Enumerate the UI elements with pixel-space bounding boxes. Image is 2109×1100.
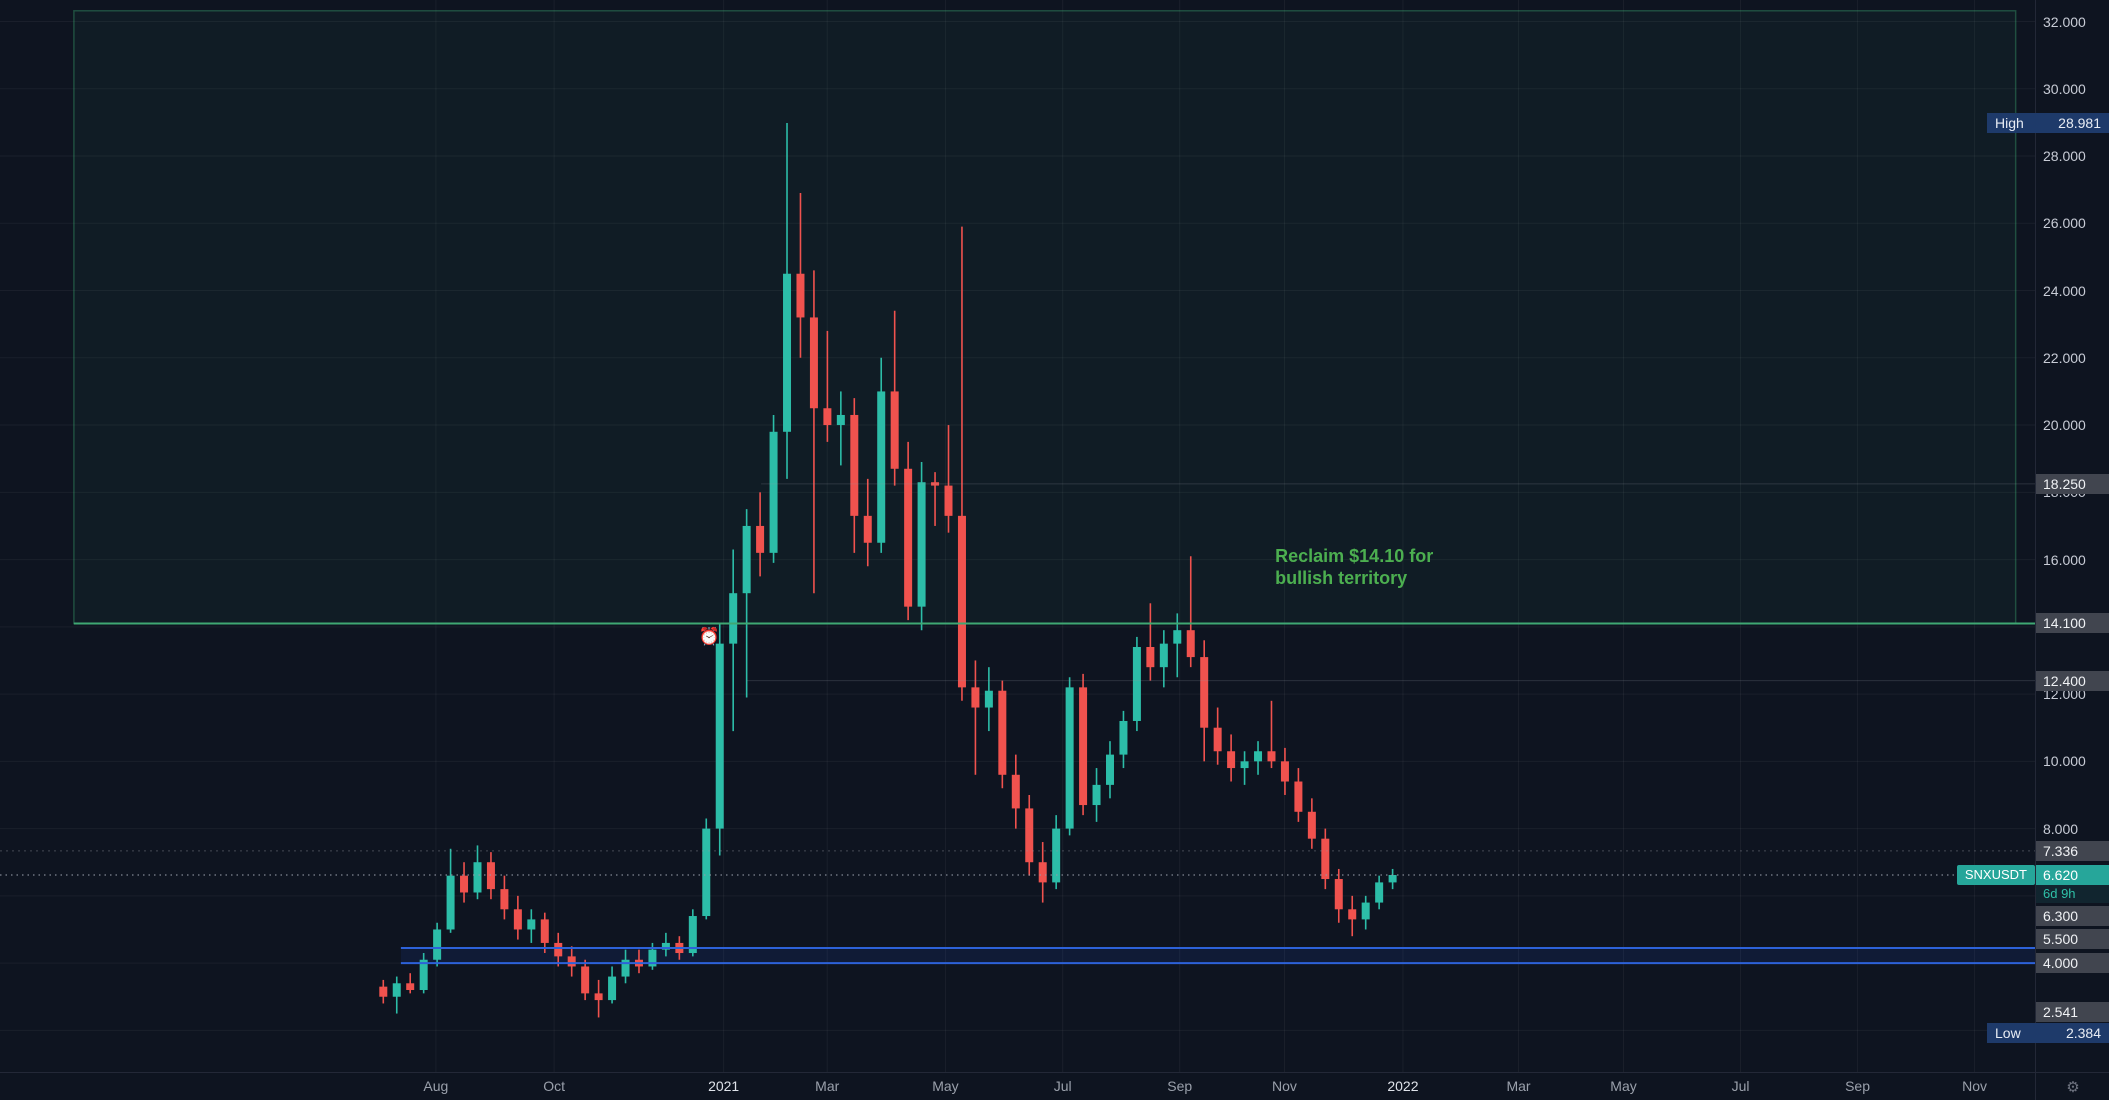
price-tick-label: 28.000 (2043, 148, 2086, 165)
price-tick-label: 22.000 (2043, 349, 2086, 366)
alarm-icon[interactable]: ⏰ (698, 626, 720, 646)
price-tick-label: 10.000 (2043, 753, 2086, 770)
time-tick-label[interactable]: Nov (1962, 1078, 1987, 1094)
price-tick-label: 24.000 (2043, 282, 2086, 299)
low-price-badge: Low 2.384 (1987, 1023, 2109, 1043)
axis-settings-corner[interactable]: ⚙ (2035, 1072, 2109, 1100)
time-tick-label[interactable]: Sep (1167, 1078, 1193, 1094)
low-label: Low (1995, 1025, 2021, 1041)
price-tick-label: 8.000 (2043, 820, 2079, 837)
price-axis[interactable]: 6.620 6d 9h 32.000 30.000 28.000 26.000 24.0… (2035, 0, 2109, 1072)
price-level-badge: 2.541 (2036, 1002, 2109, 1023)
high-value: 28.981 (2058, 115, 2101, 132)
time-tick-label[interactable]: Jul (1053, 1078, 1072, 1094)
symbol-price-tag[interactable]: SNXUSDT (1956, 865, 2035, 885)
time-tick-label[interactable]: Oct (543, 1078, 566, 1094)
price-level-badge: 12.400 (2036, 670, 2109, 691)
time-tick-label[interactable]: Aug (423, 1078, 449, 1094)
price-level-badge: 7.336 (2036, 840, 2109, 861)
low-value: 2.384 (2065, 1025, 2101, 1041)
price-tick-label: 26.000 (2043, 215, 2086, 232)
price-level-badge: 6.300 (2036, 906, 2109, 926)
price-tick-label: 30.000 (2043, 80, 2086, 97)
time-tick-label[interactable]: Sep (1845, 1078, 1871, 1094)
chart-annotation[interactable]: Reclaim $14.10 for bullish territory (1275, 546, 1434, 589)
gear-icon[interactable]: ⚙ (2066, 1079, 2080, 1096)
bar-countdown: 6d 9h (2036, 885, 2109, 903)
time-tick-label[interactable]: 2022 (1387, 1078, 1419, 1094)
time-tick-label[interactable]: Jul (1731, 1078, 1750, 1094)
price-tick-label: 32.000 (2043, 13, 2086, 30)
time-tick-label[interactable]: May (1610, 1078, 1637, 1094)
price-level-badge: 14.100 (2036, 613, 2109, 634)
time-tick-label[interactable]: Mar (1506, 1078, 1531, 1094)
price-chart-area[interactable]: Reclaim $14.10 for bullish territory ⏰ S… (0, 0, 2035, 1072)
price-tick-label: 16.000 (2043, 551, 2086, 568)
time-tick-label[interactable]: Nov (1272, 1078, 1297, 1094)
current-price-badge: 6.620 (2036, 865, 2109, 885)
time-tick-label[interactable]: Mar (815, 1078, 840, 1094)
candlestick-chart[interactable] (0, 0, 2035, 1072)
high-price-badge: High 28.981 (1987, 113, 2109, 134)
price-level-badge: 5.500 (2036, 929, 2109, 949)
price-level-badge: 18.250 (2036, 473, 2109, 494)
time-tick-label[interactable]: May (932, 1078, 959, 1094)
time-axis[interactable]: Aug Oct 2021 Mar May Jul Sep Nov 2022 Mar May Jul Se… (0, 1072, 2035, 1100)
price-tick-label: 20.000 (2043, 417, 2086, 434)
high-label: High (1995, 115, 2024, 132)
price-level-badge: 4.000 (2036, 953, 2109, 974)
time-tick-label[interactable]: 2021 (708, 1078, 740, 1094)
